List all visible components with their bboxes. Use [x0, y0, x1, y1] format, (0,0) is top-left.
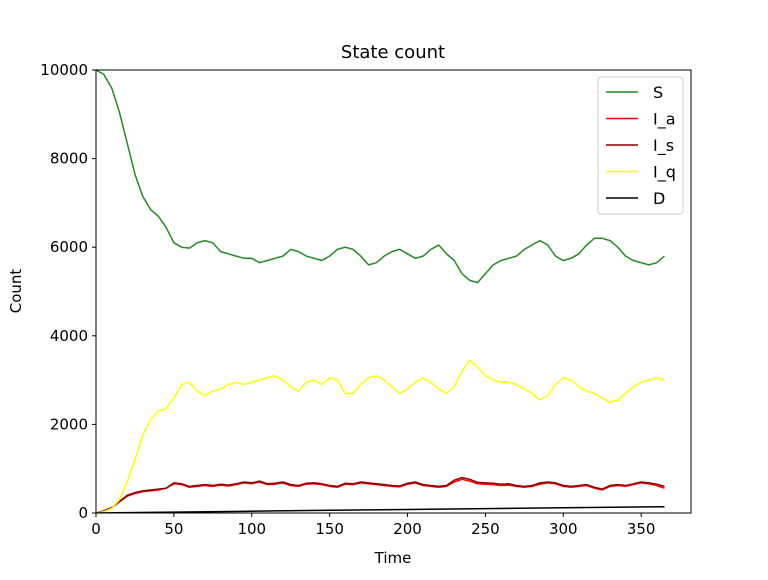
legend-entry: D: [606, 189, 665, 208]
legend-label: I_s: [653, 136, 674, 156]
x-tick-label: 150: [315, 520, 344, 538]
series-line-i-q: [96, 359, 665, 513]
legend-label: S: [653, 83, 663, 102]
x-tick-label: 200: [393, 520, 422, 538]
legend-entry: I_a: [606, 110, 676, 130]
y-tick-label: 8000: [50, 150, 88, 168]
y-axis-label: Count: [7, 269, 25, 314]
x-tick-label: 100: [237, 520, 266, 538]
x-tick-label: 350: [627, 520, 656, 538]
legend-entry: I_q: [606, 163, 676, 183]
x-axis: 0 50 100 150 200 250 300 350: [91, 513, 655, 538]
y-tick-label: 10000: [40, 61, 88, 79]
legend-label: I_a: [653, 110, 676, 130]
legend: S I_a I_s I_q D: [597, 76, 684, 215]
x-axis-label: Time: [374, 549, 412, 567]
x-tick-label: 0: [91, 520, 101, 538]
series-line-i-s: [96, 476, 665, 513]
y-tick-label: 2000: [50, 415, 88, 433]
series-line-s: [96, 70, 665, 284]
legend-box: [597, 76, 684, 215]
x-tick-label: 50: [164, 520, 183, 538]
y-tick-label: 6000: [50, 238, 88, 256]
y-tick-label: 0: [78, 504, 88, 522]
axes-frame: [95, 69, 692, 514]
legend-entry: I_s: [606, 136, 674, 156]
series-line-i-a: [96, 478, 665, 513]
legend-entries: S I_a I_s I_q D: [606, 83, 676, 208]
legend-entry: S: [606, 83, 663, 102]
plot-area: [96, 70, 665, 513]
series-line-d: [96, 506, 665, 513]
x-tick-label: 250: [471, 520, 500, 538]
legend-label: D: [653, 189, 665, 208]
chart-title: State count: [341, 42, 445, 63]
y-tick-label: 4000: [50, 327, 88, 345]
x-tick-label: 300: [549, 520, 578, 538]
y-axis: 0 2000 4000 6000 8000 10000: [40, 61, 96, 522]
legend-label: I_q: [653, 163, 676, 183]
